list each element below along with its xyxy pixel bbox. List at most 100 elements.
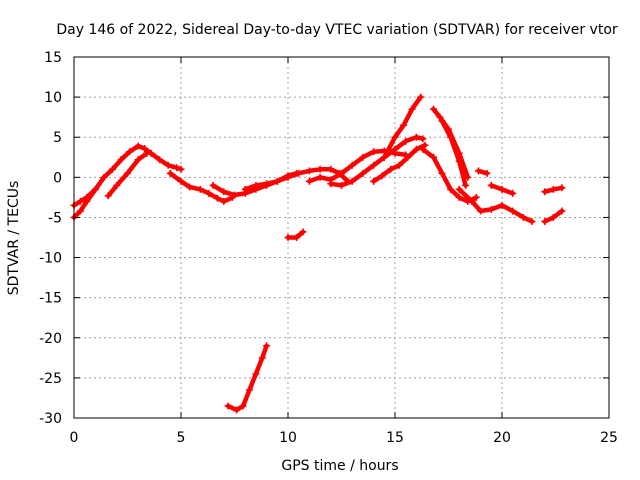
data-point [224, 402, 232, 410]
data-point [417, 93, 425, 101]
data-point [316, 173, 324, 181]
data-point [100, 173, 108, 181]
data-point [348, 161, 356, 169]
data-point [472, 193, 480, 201]
data-point [173, 164, 181, 172]
data-point [91, 185, 99, 193]
data-point [338, 181, 345, 189]
data-point [549, 213, 557, 221]
data-point [541, 188, 549, 196]
data-point [76, 207, 84, 215]
data-point [113, 181, 121, 189]
data-point [419, 135, 427, 143]
data-point [273, 177, 281, 185]
data-point [468, 197, 476, 205]
data-point [327, 180, 335, 188]
data-point [402, 137, 410, 145]
y-tick-label: 10 [44, 90, 62, 106]
data-point [293, 234, 301, 241]
data-point [447, 133, 455, 141]
data-point [430, 105, 438, 113]
data-point [474, 167, 482, 175]
series-arc-2 [71, 187, 98, 208]
y-tick-label: -15 [39, 291, 62, 307]
data-point [134, 142, 142, 150]
data-point [252, 370, 260, 378]
data-point [370, 177, 378, 185]
data-point [295, 169, 303, 177]
data-point [447, 185, 455, 193]
data-point [477, 207, 485, 215]
data-point [338, 169, 345, 177]
data-point [316, 165, 324, 173]
data-point [438, 117, 446, 125]
y-tick-label: -20 [39, 331, 62, 347]
data-point [196, 185, 204, 193]
data-point [455, 157, 463, 165]
x-tick-label: 25 [600, 430, 618, 446]
data-point [438, 169, 446, 177]
data-point [421, 141, 429, 149]
data-series [70, 93, 566, 414]
data-point [430, 153, 438, 161]
data-point [164, 161, 172, 169]
data-point [305, 177, 313, 185]
data-point [359, 153, 367, 161]
data-point [233, 406, 241, 414]
data-point [263, 342, 271, 350]
series-arc-14 [456, 187, 535, 224]
x-axis-label: GPS time / hours [281, 458, 398, 474]
x-tick-label: 5 [177, 430, 186, 446]
chart-title: Day 146 of 2022, Sidereal Day-to-day VTE… [56, 22, 618, 38]
data-point [370, 161, 378, 169]
data-point [209, 181, 217, 189]
data-point [498, 185, 506, 193]
data-point [378, 172, 386, 180]
y-tick-label: 5 [53, 130, 62, 146]
data-point [487, 181, 495, 189]
x-tick-label: 15 [386, 430, 404, 446]
data-point [141, 144, 149, 152]
data-point [104, 192, 112, 200]
y-tick-label: 15 [44, 50, 62, 66]
series-arc-1 [71, 143, 184, 220]
data-point [541, 217, 549, 225]
data-point [143, 149, 151, 157]
data-point [117, 156, 125, 164]
y-tick-label: -5 [48, 210, 62, 226]
x-tick-labels: 0 5 10 15 20 25 [70, 430, 618, 446]
data-point [284, 173, 292, 181]
data-point [245, 386, 253, 394]
data-point [186, 183, 194, 191]
data-point [166, 169, 174, 177]
data-point [258, 354, 266, 362]
y-tick-label: -25 [39, 371, 62, 387]
data-point [239, 402, 247, 410]
x-tick-label: 20 [493, 430, 511, 446]
data-point [391, 145, 399, 153]
data-point [462, 181, 470, 189]
data-point [231, 191, 238, 199]
data-point [327, 165, 335, 173]
data-point [252, 181, 260, 189]
y-tick-label: 0 [53, 170, 62, 186]
data-point [509, 207, 517, 215]
data-point [498, 201, 506, 209]
data-point [299, 228, 307, 236]
y-tick-label: -30 [39, 411, 62, 427]
data-point [528, 217, 536, 225]
data-point [400, 121, 408, 129]
data-point [455, 185, 463, 193]
data-point [305, 167, 313, 175]
data-point [412, 145, 420, 153]
data-point [220, 197, 228, 205]
data-point [395, 161, 403, 169]
data-point [177, 165, 185, 173]
data-point [380, 153, 388, 161]
y-tick-label: -10 [39, 251, 62, 267]
data-point [263, 180, 271, 188]
data-point [558, 184, 566, 192]
data-point [370, 148, 378, 156]
data-point [509, 189, 517, 197]
